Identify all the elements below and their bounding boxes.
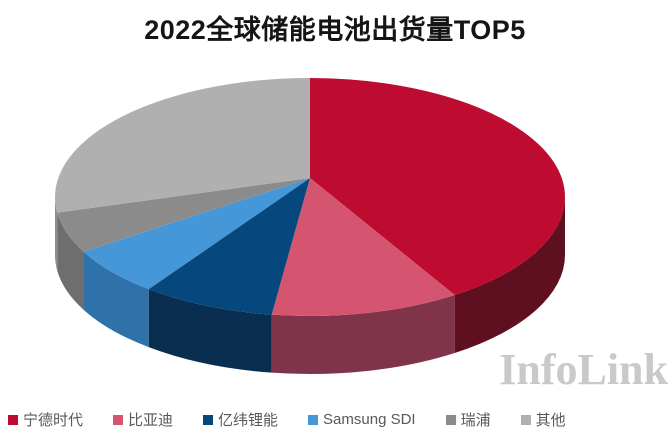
legend-swatch-icon xyxy=(308,414,319,425)
legend-item-5: 其他 xyxy=(520,409,566,430)
pie-slice-side-1 xyxy=(271,295,455,375)
legend-swatch-icon xyxy=(203,414,214,425)
pie-slice-1 xyxy=(271,178,455,317)
pie-slice-side-0 xyxy=(454,197,565,353)
pie-slice-4 xyxy=(57,178,310,252)
legend-label: 比亚迪 xyxy=(128,412,174,429)
legend-item-1: 比亚迪 xyxy=(113,409,173,430)
legend-item-2: 亿纬锂能 xyxy=(203,409,278,430)
legend-item-3: Samsung SDI xyxy=(308,411,416,428)
pie-slice-2 xyxy=(148,178,310,315)
pie-slice-5 xyxy=(55,78,311,213)
chart-legend: 宁德时代 比亚迪 亿纬锂能 Samsung SDI 瑞浦 其他 xyxy=(8,409,670,430)
legend-swatch-icon xyxy=(113,414,124,425)
pie-slice-side-2 xyxy=(148,289,272,373)
pie-slice-side-5 xyxy=(55,197,58,271)
legend-swatch-icon xyxy=(8,414,18,425)
infolink-watermark: InfoLink xyxy=(499,345,668,394)
legend-label: 宁德时代 xyxy=(23,412,84,429)
legend-swatch-icon xyxy=(520,414,531,425)
legend-label: 瑞浦 xyxy=(460,412,491,429)
legend-item-0: 宁德时代 xyxy=(8,409,83,430)
legend-label: 亿纬锂能 xyxy=(218,412,279,429)
pie-slice-side-4 xyxy=(57,212,84,310)
pie-slice-0 xyxy=(310,78,565,295)
pie-slice-side-3 xyxy=(83,251,149,348)
legend-item-4: 瑞浦 xyxy=(445,409,491,430)
chart-title: 2022全球储能电池出货量TOP5 xyxy=(144,15,526,45)
legend-label: Samsung SDI xyxy=(323,411,416,428)
legend-swatch-icon xyxy=(445,414,456,425)
legend-label: 其他 xyxy=(535,412,566,429)
pie-slice-3 xyxy=(83,178,310,290)
